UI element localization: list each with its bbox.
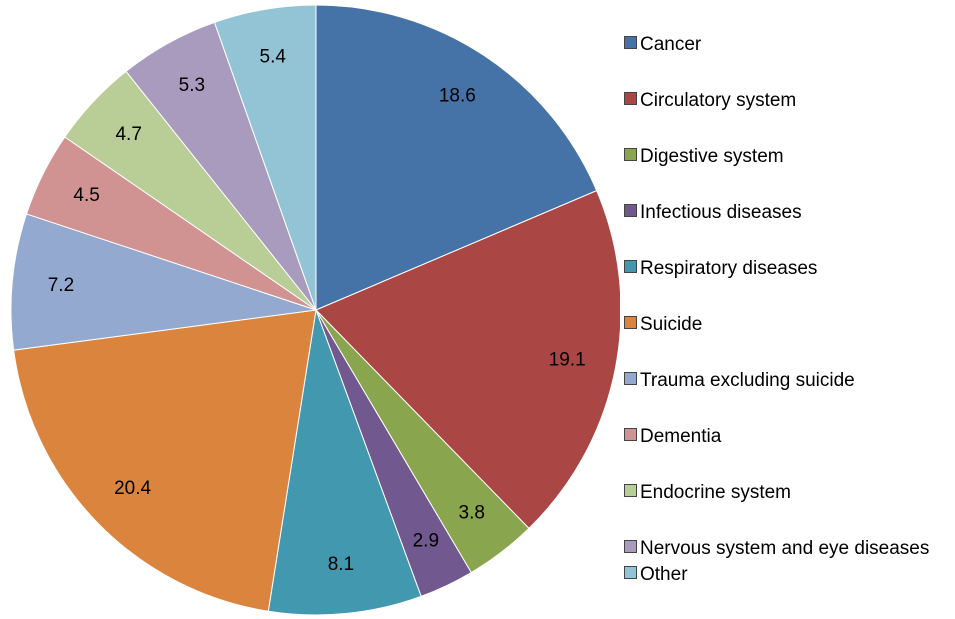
pie-slice bbox=[315, 189, 620, 530]
legend-label: Circulatory system bbox=[640, 90, 797, 111]
legend-label: Infectious diseases bbox=[640, 202, 802, 223]
legend-swatch bbox=[624, 148, 637, 161]
legend-swatch bbox=[624, 36, 637, 49]
data-label: 5.3 bbox=[179, 75, 205, 96]
legend-swatch bbox=[624, 316, 637, 329]
legend-item: Other bbox=[624, 562, 952, 588]
legend-item: Circulatory system bbox=[624, 88, 952, 114]
pie-slice bbox=[267, 308, 422, 616]
legend-item: Digestive system bbox=[624, 144, 952, 170]
legend-swatch bbox=[624, 428, 637, 441]
data-label: 3.8 bbox=[459, 502, 485, 523]
data-label: 4.5 bbox=[73, 185, 99, 206]
legend-item: Nervous system and eye diseases bbox=[624, 536, 952, 562]
legend-item: Cancer bbox=[624, 32, 952, 58]
data-label: 8.1 bbox=[328, 554, 354, 575]
data-label: 4.7 bbox=[115, 124, 141, 145]
legend-swatch bbox=[624, 372, 637, 385]
legend-label: Nervous system and eye diseases bbox=[640, 538, 930, 559]
chart: 18.6 19.1 3.8 2.9 8.1 20.4 7.2 4.5 4.7 5.3 5.4 bbox=[10, 4, 620, 616]
legend-label: Suicide bbox=[640, 314, 703, 335]
pie-slice bbox=[213, 4, 317, 311]
legend-item: Trauma excluding suicide bbox=[624, 368, 952, 394]
pie-slice bbox=[10, 213, 317, 351]
data-label: 20.4 bbox=[114, 478, 151, 499]
legend-swatch bbox=[624, 92, 637, 105]
legend-swatch bbox=[624, 260, 637, 273]
legend-label: Other bbox=[640, 564, 688, 585]
legend-item: Respiratory diseases bbox=[624, 256, 952, 282]
legend-label: Dementia bbox=[640, 426, 722, 447]
legend-swatch bbox=[624, 204, 637, 217]
legend-swatch bbox=[624, 484, 637, 497]
legend: Cancer Circulatory system Digestive system… bbox=[624, 32, 952, 618]
legend-label: Endocrine system bbox=[640, 482, 792, 503]
legend-label: Digestive system bbox=[640, 146, 784, 167]
legend-item: Dementia bbox=[624, 424, 952, 450]
legend-label: Respiratory diseases bbox=[640, 258, 818, 279]
legend-swatch bbox=[624, 540, 637, 553]
data-label: 18.6 bbox=[439, 85, 476, 106]
data-label: 19.1 bbox=[549, 349, 586, 370]
legend-label: Trauma excluding suicide bbox=[640, 370, 855, 391]
legend-swatch bbox=[624, 566, 637, 579]
data-label: 7.2 bbox=[48, 275, 74, 296]
data-label: 2.9 bbox=[413, 530, 439, 551]
pie-slice bbox=[315, 4, 598, 311]
legend-item: Infectious diseases bbox=[624, 200, 952, 226]
legend-label: Cancer bbox=[640, 34, 702, 55]
pie-slice bbox=[13, 309, 317, 612]
legend-item: Suicide bbox=[624, 312, 952, 338]
data-label: 5.4 bbox=[260, 46, 287, 67]
legend-item: Endocrine system bbox=[624, 480, 952, 506]
